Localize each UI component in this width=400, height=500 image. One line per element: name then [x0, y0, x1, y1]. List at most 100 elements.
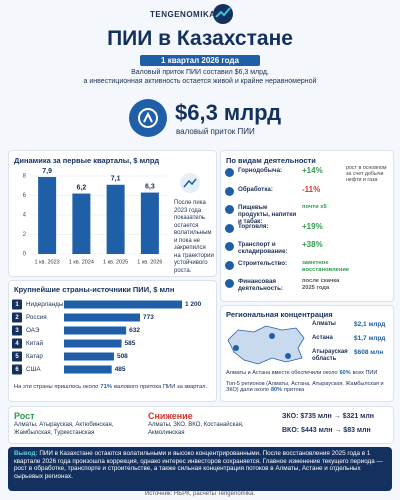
- value-label: 632: [129, 327, 140, 334]
- conclusion-text: ПИИ в Казахстане остаются волатильными и…: [14, 450, 383, 480]
- logo: TENGENOMIKA: [150, 10, 216, 19]
- map: [227, 325, 305, 365]
- countries-chart: 1 Нидерланды 1 200 2 Россия 773 3 ОАЭ 632 4 Китай 5…: [12, 299, 202, 375]
- sector-name: Пищевые продукты, напитки и табак:: [238, 204, 297, 225]
- y-tick-label: 8: [23, 174, 27, 180]
- rank-box: [12, 364, 22, 375]
- note-text: валового притока ПИИ за квартал.: [114, 384, 208, 390]
- regions-title: Региональная концентрация: [226, 310, 333, 319]
- y-tick-label: 2: [23, 232, 27, 238]
- bar: [38, 176, 57, 254]
- sector-name: Финансовая деятельность:: [238, 278, 283, 292]
- note-text: всех ПИИ: [352, 370, 378, 376]
- sector-change: заметное восстановление: [302, 259, 350, 273]
- sector-icon: [225, 168, 234, 177]
- bar: [72, 193, 91, 254]
- conclusion-label: Вывод:: [14, 450, 38, 457]
- rank: 3: [15, 328, 19, 334]
- value-label: 585: [125, 340, 136, 347]
- note-text: Алматы и Астана вместе обеспечили около: [226, 370, 338, 376]
- sector-icon: [225, 242, 234, 251]
- hero-icon: [129, 99, 167, 137]
- hero-value: $6,3 млрд: [175, 100, 282, 125]
- region-value: $1,7 млрд: [354, 335, 386, 342]
- dynamics-note: После пика 2023 года показатель остается…: [174, 200, 214, 274]
- value-label: 7,1: [111, 176, 121, 183]
- sector-change: после скачка 2025 года: [302, 278, 340, 291]
- y-tick-label: ОАЭ: [26, 327, 40, 334]
- example-2: ВКО: $443 млн → $83 млн: [282, 427, 371, 434]
- growth-text: Алматы, Атырауская, Актюбинская, Жамбылс…: [14, 422, 114, 436]
- value-label: 7,9: [42, 168, 52, 175]
- region-note: Топ-5 регионов (Алматы, Астана, Атырауск…: [226, 381, 388, 394]
- note-text: На эти страны пришлось около: [14, 384, 99, 390]
- value-label: 773: [143, 314, 154, 321]
- sector-name: Транспорт и складирование:: [238, 241, 288, 255]
- y-tick-label: Нидерланды: [26, 301, 64, 308]
- region-value: $2,1 млрд: [354, 321, 386, 328]
- sector-icon: [225, 223, 234, 233]
- note-highlight: 60%: [339, 370, 351, 376]
- dynamics-title: Динамика за первые кварталы, $ млрд: [14, 156, 160, 165]
- rank-box: [12, 325, 22, 336]
- rank-box: [12, 338, 22, 349]
- lead-1: Валовый приток ПИИ составил $6,3 млрд,: [131, 69, 269, 76]
- rank: 4: [15, 341, 19, 347]
- region-name: Астана: [312, 335, 333, 341]
- bar: [64, 313, 141, 322]
- dynamics-chart: 0 2 4 6 8 7,9 1 кв. 2023 6,2 1 кв. 2024 7,1 1 кв. …: [23, 168, 167, 265]
- y-tick-label: 4: [23, 213, 27, 219]
- bar: [64, 339, 122, 348]
- decline-title: Снижение: [148, 411, 193, 421]
- note-text: притока: [284, 387, 305, 394]
- lead-2: а инвестиционная активность остается жив…: [83, 78, 317, 85]
- note-highlight: 71%: [100, 384, 112, 390]
- rank: 2: [15, 315, 19, 321]
- sector-note: рост в основном за счет добычи нефти и г…: [346, 165, 387, 183]
- region-value: $608 млн: [354, 349, 384, 356]
- x-tick-label: 1 кв. 2024: [69, 259, 94, 265]
- bar: [64, 352, 114, 361]
- region-name: Алматы: [312, 321, 336, 327]
- bar: [64, 300, 182, 309]
- value-label: 6,2: [77, 184, 87, 191]
- x-tick-label: 1 кв. 2026: [137, 259, 162, 265]
- bar: [140, 192, 159, 254]
- hero-label: валовый приток ПИИ: [176, 127, 255, 136]
- conclusion: Вывод: ПИИ в Казахстане остаются волатил…: [8, 447, 392, 491]
- rank-box: [12, 312, 22, 323]
- value-label: 485: [115, 366, 126, 373]
- sector-name: Горнодобыча:: [238, 167, 283, 174]
- y-tick-label: 6: [23, 193, 27, 199]
- countries-note: На эти страны пришлось около 71% валового …: [14, 384, 212, 390]
- y-tick-label: Китай: [26, 339, 44, 347]
- value-label: 6,3: [145, 183, 155, 190]
- note-text: Топ-5 регионов (Алматы, Астана, Атырауск…: [226, 381, 384, 394]
- y-tick-label: 0: [23, 252, 27, 258]
- region-name: Атырауская область: [312, 349, 348, 362]
- bar: [106, 184, 125, 254]
- rank: 5: [15, 354, 19, 360]
- sector-change: +38%: [302, 240, 323, 249]
- sector-icon: [225, 205, 234, 214]
- x-tick-label: 1 кв. 2025: [103, 259, 128, 265]
- rank-box: [12, 299, 22, 310]
- rank: 6: [15, 367, 19, 373]
- bar: [64, 365, 112, 374]
- sector-change: +19%: [302, 221, 323, 231]
- countries-panel: [8, 280, 217, 402]
- source: Источник: НБРК, расчеты Tengenomika.: [144, 491, 255, 497]
- example-1: ЗКО: $735 млн → $321 млн: [282, 413, 375, 420]
- sector-icon: [225, 260, 234, 270]
- value-label: 508: [117, 353, 128, 360]
- x-tick-label: 1 кв. 2023: [35, 259, 60, 265]
- y-tick-label: Катар: [26, 353, 43, 360]
- trend-icon: [180, 173, 200, 193]
- value-label: 1 200: [185, 301, 202, 308]
- sector-change: почти x5: [302, 204, 327, 210]
- sector-name: Строительство:: [238, 259, 288, 267]
- growth-title: Рост: [14, 411, 35, 421]
- sector-change: +14%: [302, 166, 323, 175]
- rank: 1: [15, 302, 19, 308]
